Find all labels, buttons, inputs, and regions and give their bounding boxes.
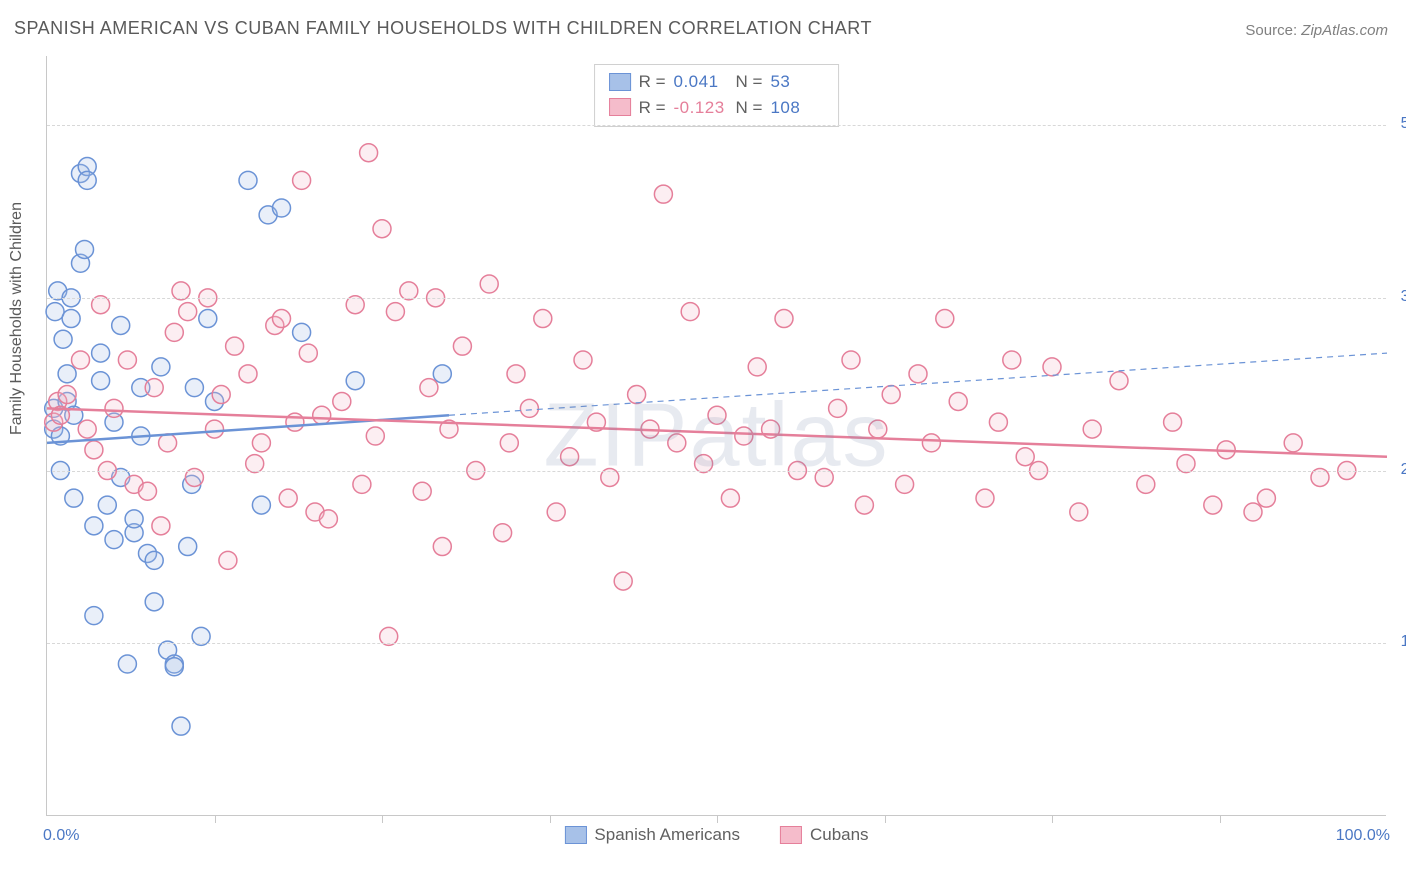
x-minor-tick — [382, 815, 383, 823]
y-tick-0: 12.5% — [1391, 633, 1406, 651]
legend-bottom-item-1: Cubans — [780, 825, 869, 845]
legend-r-label-0: R = — [639, 69, 666, 95]
legend-bottom-label-1: Cubans — [810, 825, 869, 845]
legend-n-value-1: 108 — [770, 95, 824, 121]
source-attribution: Source: ZipAtlas.com — [1245, 22, 1388, 39]
y-tick-3: 50.0% — [1391, 115, 1406, 133]
legend-top-row-0: R = 0.041 N = 53 — [609, 69, 825, 95]
x-minor-tick — [550, 815, 551, 823]
chart-title: SPANISH AMERICAN VS CUBAN FAMILY HOUSEHO… — [14, 18, 872, 39]
x-minor-tick — [1220, 815, 1221, 823]
source-label: Source: — [1245, 22, 1297, 39]
gridline-y — [47, 125, 1386, 126]
x-minor-tick — [717, 815, 718, 823]
chart-container: SPANISH AMERICAN VS CUBAN FAMILY HOUSEHO… — [0, 0, 1406, 892]
legend-bottom-swatch-pink — [780, 826, 802, 844]
legend-top-row-1: R = -0.123 N = 108 — [609, 95, 825, 121]
legend-n-label-0: N = — [736, 69, 763, 95]
legend-r-label-1: R = — [639, 95, 666, 121]
x-minor-tick — [215, 815, 216, 823]
x-tick-1: 100.0% — [1336, 827, 1390, 845]
plot-area: ZIPatlas R = 0.041 N = 53 R = -0.123 N =… — [46, 56, 1386, 816]
legend-swatch-pink — [609, 98, 631, 116]
y-tick-1: 25.0% — [1391, 461, 1406, 479]
gridline-y — [47, 643, 1386, 644]
x-tick-0: 0.0% — [43, 827, 79, 845]
y-tick-2: 37.5% — [1391, 288, 1406, 306]
x-minor-tick — [1052, 815, 1053, 823]
legend-n-label-1: N = — [736, 95, 763, 121]
legend-top: R = 0.041 N = 53 R = -0.123 N = 108 — [594, 64, 840, 127]
legend-r-value-0: 0.041 — [674, 69, 728, 95]
legend-swatch-blue — [609, 73, 631, 91]
legend-bottom-swatch-blue — [564, 826, 586, 844]
source-value: ZipAtlas.com — [1301, 22, 1388, 39]
legend-bottom-label-0: Spanish Americans — [594, 825, 740, 845]
legend-r-value-1: -0.123 — [674, 95, 728, 121]
chart-svg — [47, 56, 1386, 815]
legend-bottom-item-0: Spanish Americans — [564, 825, 740, 845]
gridline-y — [47, 471, 1386, 472]
x-minor-tick — [885, 815, 886, 823]
y-axis-label: Family Households with Children — [8, 202, 26, 435]
legend-n-value-0: 53 — [770, 69, 824, 95]
gridline-y — [47, 298, 1386, 299]
legend-bottom: Spanish Americans Cubans — [564, 825, 868, 845]
